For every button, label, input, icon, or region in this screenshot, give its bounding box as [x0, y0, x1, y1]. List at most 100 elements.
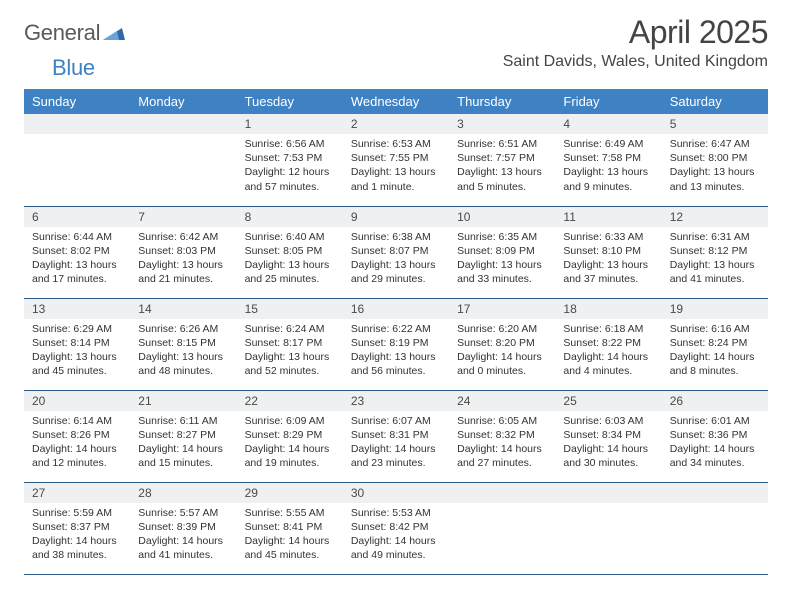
day-number: 8	[237, 207, 343, 227]
sunset-text: Sunset: 7:55 PM	[351, 151, 441, 165]
day-number: 21	[130, 391, 236, 411]
calendar-day-cell: 7Sunrise: 6:42 AMSunset: 8:03 PMDaylight…	[130, 206, 236, 298]
sunset-text: Sunset: 8:37 PM	[32, 520, 122, 534]
sunset-text: Sunset: 8:32 PM	[457, 428, 547, 442]
sunrise-text: Sunrise: 6:16 AM	[670, 322, 760, 336]
calendar-body: 1Sunrise: 6:56 AMSunset: 7:53 PMDaylight…	[24, 114, 768, 574]
sunset-text: Sunset: 8:41 PM	[245, 520, 335, 534]
sunset-text: Sunset: 8:34 PM	[563, 428, 653, 442]
day-number: 20	[24, 391, 130, 411]
daylight-text: Daylight: 13 hours and 9 minutes.	[563, 165, 653, 193]
calendar-week-row: 6Sunrise: 6:44 AMSunset: 8:02 PMDaylight…	[24, 206, 768, 298]
daylight-text: Daylight: 14 hours and 34 minutes.	[670, 442, 760, 470]
day-details: Sunrise: 5:59 AMSunset: 8:37 PMDaylight:…	[24, 503, 130, 569]
calendar-day-cell: 24Sunrise: 6:05 AMSunset: 8:32 PMDayligh…	[449, 390, 555, 482]
daylight-text: Daylight: 13 hours and 29 minutes.	[351, 258, 441, 286]
calendar-day-cell: 26Sunrise: 6:01 AMSunset: 8:36 PMDayligh…	[662, 390, 768, 482]
daylight-text: Daylight: 13 hours and 37 minutes.	[563, 258, 653, 286]
day-number: 25	[555, 391, 661, 411]
sunset-text: Sunset: 8:29 PM	[245, 428, 335, 442]
title-block: April 2025 Saint Davids, Wales, United K…	[503, 14, 768, 71]
daylight-text: Daylight: 13 hours and 25 minutes.	[245, 258, 335, 286]
sunset-text: Sunset: 8:26 PM	[32, 428, 122, 442]
day-number: 30	[343, 483, 449, 503]
day-number: 12	[662, 207, 768, 227]
day-number: 24	[449, 391, 555, 411]
calendar-day-cell: 30Sunrise: 5:53 AMSunset: 8:42 PMDayligh…	[343, 482, 449, 574]
day-details: Sunrise: 6:18 AMSunset: 8:22 PMDaylight:…	[555, 319, 661, 385]
day-details-empty	[555, 503, 661, 563]
daylight-text: Daylight: 14 hours and 4 minutes.	[563, 350, 653, 378]
day-number: 10	[449, 207, 555, 227]
daylight-text: Daylight: 14 hours and 12 minutes.	[32, 442, 122, 470]
sunset-text: Sunset: 8:05 PM	[245, 244, 335, 258]
brand-logo: General	[24, 20, 127, 46]
daylight-text: Daylight: 13 hours and 41 minutes.	[670, 258, 760, 286]
day-details: Sunrise: 6:33 AMSunset: 8:10 PMDaylight:…	[555, 227, 661, 293]
day-details: Sunrise: 6:03 AMSunset: 8:34 PMDaylight:…	[555, 411, 661, 477]
sunrise-text: Sunrise: 6:09 AM	[245, 414, 335, 428]
sunrise-text: Sunrise: 6:56 AM	[245, 137, 335, 151]
daylight-text: Daylight: 14 hours and 15 minutes.	[138, 442, 228, 470]
sunset-text: Sunset: 8:09 PM	[457, 244, 547, 258]
day-details-empty	[130, 134, 236, 194]
col-wednesday: Wednesday	[343, 89, 449, 114]
day-details: Sunrise: 6:47 AMSunset: 8:00 PMDaylight:…	[662, 134, 768, 200]
day-details-empty	[449, 503, 555, 563]
calendar-table: Sunday Monday Tuesday Wednesday Thursday…	[24, 89, 768, 575]
daylight-text: Daylight: 14 hours and 45 minutes.	[245, 534, 335, 562]
day-details: Sunrise: 6:05 AMSunset: 8:32 PMDaylight:…	[449, 411, 555, 477]
sunrise-text: Sunrise: 6:14 AM	[32, 414, 122, 428]
day-number: 15	[237, 299, 343, 319]
daylight-text: Daylight: 13 hours and 21 minutes.	[138, 258, 228, 286]
day-details: Sunrise: 6:38 AMSunset: 8:07 PMDaylight:…	[343, 227, 449, 293]
calendar-day-cell: 9Sunrise: 6:38 AMSunset: 8:07 PMDaylight…	[343, 206, 449, 298]
calendar-day-cell: 13Sunrise: 6:29 AMSunset: 8:14 PMDayligh…	[24, 298, 130, 390]
daylight-text: Daylight: 14 hours and 8 minutes.	[670, 350, 760, 378]
daylight-text: Daylight: 13 hours and 33 minutes.	[457, 258, 547, 286]
day-details: Sunrise: 6:49 AMSunset: 7:58 PMDaylight:…	[555, 134, 661, 200]
day-details: Sunrise: 6:35 AMSunset: 8:09 PMDaylight:…	[449, 227, 555, 293]
day-number: 28	[130, 483, 236, 503]
sunrise-text: Sunrise: 6:29 AM	[32, 322, 122, 336]
sunrise-text: Sunrise: 6:31 AM	[670, 230, 760, 244]
sunset-text: Sunset: 8:14 PM	[32, 336, 122, 350]
sunrise-text: Sunrise: 6:40 AM	[245, 230, 335, 244]
daylight-text: Daylight: 13 hours and 17 minutes.	[32, 258, 122, 286]
daylight-text: Daylight: 14 hours and 49 minutes.	[351, 534, 441, 562]
day-number: 16	[343, 299, 449, 319]
calendar-day-cell: 14Sunrise: 6:26 AMSunset: 8:15 PMDayligh…	[130, 298, 236, 390]
day-number: 7	[130, 207, 236, 227]
calendar-day-cell: 3Sunrise: 6:51 AMSunset: 7:57 PMDaylight…	[449, 114, 555, 206]
daylight-text: Daylight: 14 hours and 19 minutes.	[245, 442, 335, 470]
day-details: Sunrise: 6:16 AMSunset: 8:24 PMDaylight:…	[662, 319, 768, 385]
sunset-text: Sunset: 8:03 PM	[138, 244, 228, 258]
sunrise-text: Sunrise: 6:05 AM	[457, 414, 547, 428]
sunrise-text: Sunrise: 6:20 AM	[457, 322, 547, 336]
daylight-text: Daylight: 13 hours and 5 minutes.	[457, 165, 547, 193]
col-saturday: Saturday	[662, 89, 768, 114]
sunrise-text: Sunrise: 6:26 AM	[138, 322, 228, 336]
day-details-empty	[662, 503, 768, 563]
location-text: Saint Davids, Wales, United Kingdom	[503, 53, 768, 71]
calendar-day-cell: 23Sunrise: 6:07 AMSunset: 8:31 PMDayligh…	[343, 390, 449, 482]
calendar-day-cell: 22Sunrise: 6:09 AMSunset: 8:29 PMDayligh…	[237, 390, 343, 482]
brand-word-2: Blue	[52, 55, 95, 80]
calendar-day-cell: 27Sunrise: 5:59 AMSunset: 8:37 PMDayligh…	[24, 482, 130, 574]
sunset-text: Sunset: 7:53 PM	[245, 151, 335, 165]
sunset-text: Sunset: 8:27 PM	[138, 428, 228, 442]
daylight-text: Daylight: 14 hours and 23 minutes.	[351, 442, 441, 470]
sunset-text: Sunset: 8:07 PM	[351, 244, 441, 258]
calendar-day-cell: 4Sunrise: 6:49 AMSunset: 7:58 PMDaylight…	[555, 114, 661, 206]
sunrise-text: Sunrise: 6:18 AM	[563, 322, 653, 336]
sunrise-text: Sunrise: 6:53 AM	[351, 137, 441, 151]
sunset-text: Sunset: 8:39 PM	[138, 520, 228, 534]
calendar-day-cell	[449, 482, 555, 574]
calendar-day-cell: 2Sunrise: 6:53 AMSunset: 7:55 PMDaylight…	[343, 114, 449, 206]
sunset-text: Sunset: 8:31 PM	[351, 428, 441, 442]
day-details: Sunrise: 6:53 AMSunset: 7:55 PMDaylight:…	[343, 134, 449, 200]
day-number: 23	[343, 391, 449, 411]
col-sunday: Sunday	[24, 89, 130, 114]
col-monday: Monday	[130, 89, 236, 114]
day-details: Sunrise: 6:29 AMSunset: 8:14 PMDaylight:…	[24, 319, 130, 385]
